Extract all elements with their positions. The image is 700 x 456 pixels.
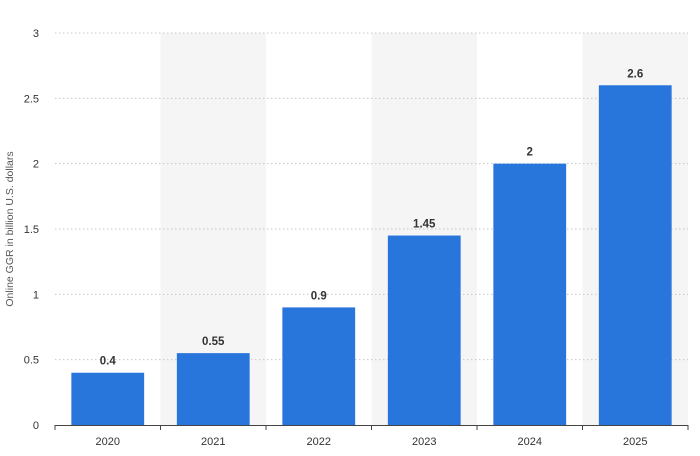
x-tick-label: 2024 [518, 436, 542, 448]
x-tick-label: 2021 [201, 436, 225, 448]
y-tick-label: 0 [33, 420, 39, 432]
gridlines [55, 32, 688, 361]
x-tick-label: 2023 [412, 436, 436, 448]
y-axis-ticks: 0 0.5 1 1.5 2 2.5 3 [24, 28, 39, 432]
bars [71, 85, 672, 426]
y-tick-label: 0.5 [24, 355, 39, 367]
x-axis-ticks: 2020 2021 2022 2023 2024 2025 [96, 436, 648, 448]
x-tick-label: 2025 [623, 436, 647, 448]
data-label: 2 [527, 147, 533, 159]
bar [282, 307, 356, 425]
y-tick-label: 2 [33, 159, 39, 171]
value-labels: 0.4 0.55 0.9 1.45 2 2.6 [100, 68, 644, 367]
y-axis-title: Online GGR in billion U.S. dollars [4, 151, 16, 306]
bar [176, 353, 250, 425]
bar [71, 372, 145, 425]
y-tick-label: 1 [33, 289, 39, 301]
data-label: 0.9 [311, 290, 327, 302]
bar [387, 235, 461, 425]
x-tick-label: 2022 [307, 436, 331, 448]
y-tick-label: 1.5 [24, 224, 39, 236]
bar [493, 163, 567, 425]
data-label: 0.4 [100, 356, 117, 368]
x-tick-label: 2020 [96, 436, 120, 448]
bar [598, 85, 672, 426]
y-tick-label: 2.5 [24, 93, 39, 105]
x-axis-tick-marks [54, 425, 689, 430]
y-tick-label: 3 [33, 28, 39, 40]
data-label: 0.55 [202, 336, 225, 348]
data-label: 2.6 [627, 68, 643, 80]
data-label: 1.45 [413, 219, 436, 231]
